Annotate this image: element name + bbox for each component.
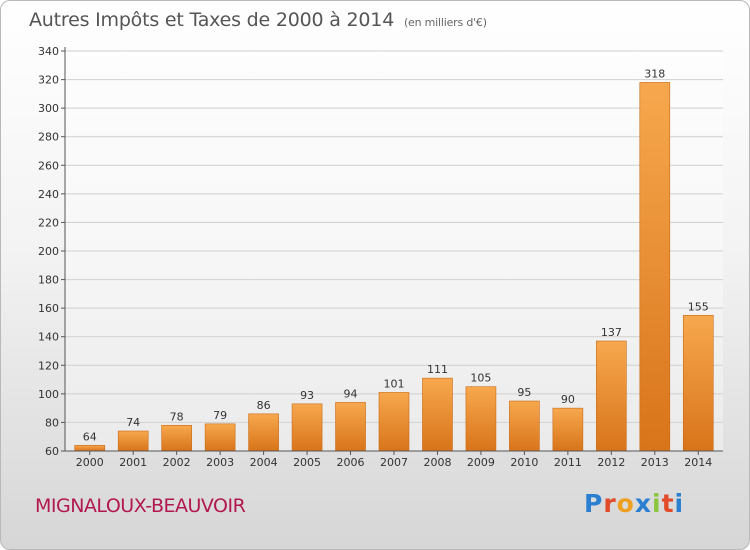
x-tick-label: 2004 [250, 456, 278, 469]
y-tick-label: 300 [38, 102, 59, 115]
data-label: 86 [257, 399, 271, 412]
bar [422, 377, 453, 452]
bar [552, 407, 584, 452]
data-label: 105 [470, 372, 491, 385]
logo-letter: i [674, 489, 685, 518]
chart-subtitle: (en milliers d'€) [403, 16, 487, 29]
bar [596, 340, 627, 452]
data-label: 93 [300, 389, 314, 402]
data-label: 90 [561, 393, 575, 406]
x-tick-label: 2011 [554, 456, 582, 469]
bar [335, 402, 366, 452]
x-tick-label: 2001 [119, 456, 147, 469]
y-tick-label: 100 [38, 388, 59, 401]
data-label: 79 [213, 409, 227, 422]
y-tick-label: 240 [38, 188, 59, 201]
bar [74, 444, 106, 452]
x-tick-label: 2008 [423, 456, 451, 469]
x-tick-label: 2007 [380, 456, 408, 469]
bar [291, 403, 323, 452]
data-label: 101 [384, 377, 405, 390]
data-label: 318 [644, 67, 665, 80]
y-tick-label: 80 [45, 416, 59, 429]
logo-letter: o [616, 489, 635, 518]
bar [117, 430, 149, 452]
bar [204, 423, 236, 452]
x-tick-label: 2000 [76, 456, 104, 469]
axes: 60 80 100 120 140 160 180 200 220 240 260 280 300 320… [38, 45, 723, 469]
y-tick-label: 200 [38, 245, 59, 258]
logo-letter: t [661, 489, 675, 518]
y-tick-label: 160 [38, 302, 59, 315]
data-labels: 64 74 78 79 86 93 94 101 111 105 95 90 137 318 155 [83, 67, 709, 443]
bar [161, 424, 192, 452]
x-tick-label: 2009 [467, 456, 495, 469]
x-tick-label: 2014 [684, 456, 712, 469]
y-tick-label: 220 [38, 216, 59, 229]
y-tick-label: 280 [38, 131, 59, 144]
data-label: 155 [688, 300, 709, 313]
y-tick-label: 140 [38, 331, 59, 344]
data-label: 111 [427, 363, 448, 376]
y-tick-label: 260 [38, 159, 59, 172]
x-tick-label: 2002 [163, 456, 191, 469]
town-name: MIGNALOUX-BEAUVOIR [35, 495, 246, 517]
y-tick-label: 320 [38, 74, 59, 87]
bar [378, 392, 410, 452]
x-tick-label: 2010 [510, 456, 538, 469]
chart-title: Autres Impôts et Taxes de 2000 à 2014 (e… [29, 9, 487, 31]
data-label: 94 [344, 387, 358, 400]
logo-letter: x [634, 489, 652, 518]
y-tick-label: 120 [38, 359, 59, 372]
logo-letter: i [652, 489, 662, 518]
bar [682, 314, 714, 452]
x-tick-label: 2013 [641, 456, 669, 469]
x-tick-label: 2012 [597, 456, 625, 469]
logo-letter: r [603, 489, 617, 518]
proxiti-logo: Proxiti [584, 489, 684, 518]
data-label: 95 [517, 386, 531, 399]
x-tick-label: 2003 [206, 456, 234, 469]
chart-title-text: Autres Impôts et Taxes de 2000 à 2014 [29, 9, 395, 31]
data-label: 64 [83, 430, 97, 443]
x-tick-label: 2005 [293, 456, 321, 469]
x-tick-label: 2006 [337, 456, 365, 469]
data-label: 74 [126, 416, 140, 429]
y-tick-label: 180 [38, 274, 59, 287]
bar [248, 413, 279, 452]
data-label: 78 [170, 410, 184, 423]
bar [639, 82, 671, 452]
data-label: 137 [601, 326, 622, 339]
y-tick-label: 60 [45, 445, 59, 458]
y-tick-label: 340 [38, 45, 59, 58]
bar [465, 386, 497, 452]
logo-letter: P [584, 489, 604, 518]
bar [509, 400, 540, 452]
